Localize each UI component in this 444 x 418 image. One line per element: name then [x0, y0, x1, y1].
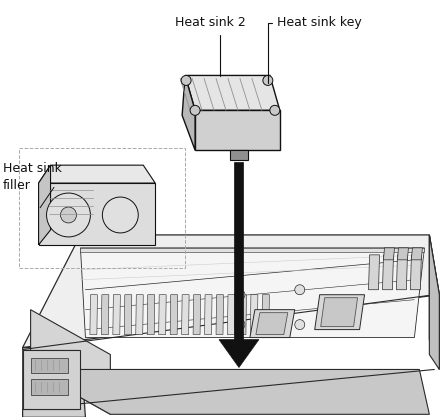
- Polygon shape: [182, 295, 189, 334]
- Polygon shape: [216, 295, 223, 334]
- Polygon shape: [195, 110, 280, 150]
- Polygon shape: [227, 295, 235, 334]
- Polygon shape: [412, 248, 422, 260]
- Polygon shape: [185, 75, 280, 110]
- Polygon shape: [256, 313, 288, 334]
- Text: Heat sink
filler: Heat sink filler: [3, 162, 62, 192]
- Circle shape: [60, 207, 76, 223]
- Polygon shape: [397, 248, 408, 260]
- Polygon shape: [219, 339, 259, 367]
- Text: Heat sink key: Heat sink key: [268, 16, 362, 83]
- Circle shape: [235, 290, 245, 300]
- Circle shape: [190, 105, 200, 115]
- Polygon shape: [170, 295, 178, 334]
- Polygon shape: [193, 295, 201, 334]
- Polygon shape: [23, 235, 439, 347]
- Polygon shape: [384, 248, 394, 260]
- Polygon shape: [369, 255, 380, 290]
- Circle shape: [270, 105, 280, 115]
- Polygon shape: [101, 295, 109, 334]
- Polygon shape: [80, 248, 424, 338]
- Circle shape: [47, 193, 91, 237]
- Polygon shape: [382, 255, 393, 290]
- Circle shape: [103, 197, 138, 233]
- Polygon shape: [90, 295, 97, 334]
- Polygon shape: [429, 235, 439, 370]
- Polygon shape: [39, 183, 155, 245]
- Polygon shape: [250, 295, 258, 334]
- Polygon shape: [80, 248, 424, 252]
- Polygon shape: [39, 165, 155, 183]
- Polygon shape: [315, 295, 365, 330]
- Polygon shape: [113, 295, 120, 334]
- Circle shape: [235, 320, 245, 330]
- Polygon shape: [147, 295, 155, 334]
- Polygon shape: [230, 150, 248, 160]
- Polygon shape: [124, 295, 132, 334]
- Polygon shape: [23, 349, 80, 409]
- Polygon shape: [250, 310, 295, 338]
- Polygon shape: [262, 295, 270, 334]
- Polygon shape: [39, 165, 51, 245]
- Polygon shape: [205, 295, 212, 334]
- Circle shape: [295, 285, 305, 295]
- Polygon shape: [429, 235, 439, 370]
- Circle shape: [263, 75, 273, 85]
- Polygon shape: [31, 357, 68, 373]
- Circle shape: [295, 320, 305, 330]
- Polygon shape: [410, 255, 421, 290]
- Polygon shape: [234, 162, 243, 339]
- Polygon shape: [159, 295, 166, 334]
- Polygon shape: [23, 349, 79, 409]
- Polygon shape: [321, 298, 357, 326]
- Polygon shape: [31, 310, 111, 414]
- Polygon shape: [23, 347, 85, 417]
- Polygon shape: [182, 75, 195, 150]
- Text: Heat sink 2: Heat sink 2: [174, 16, 246, 76]
- Polygon shape: [239, 295, 246, 334]
- Circle shape: [181, 75, 191, 85]
- Polygon shape: [31, 370, 429, 414]
- Polygon shape: [136, 295, 143, 334]
- Polygon shape: [31, 380, 68, 395]
- Polygon shape: [396, 255, 408, 290]
